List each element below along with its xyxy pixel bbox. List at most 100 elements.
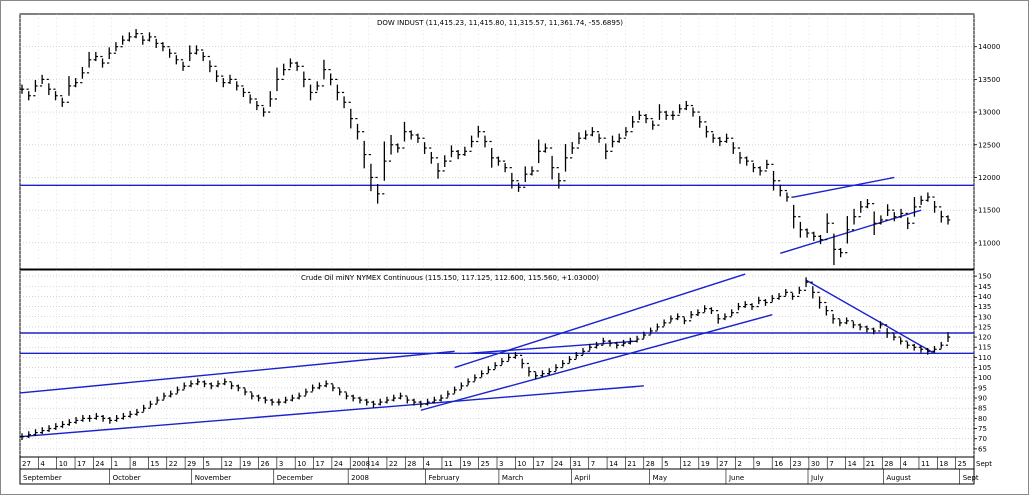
dow-price-bar (489, 140, 494, 168)
x-day-label: 14 (371, 460, 380, 468)
crude-price-bar (269, 398, 275, 406)
dow-price-bar (939, 206, 944, 223)
dow-price-bar (684, 100, 689, 111)
crude-price-bar (884, 324, 890, 338)
dow-price-bar (925, 192, 931, 202)
dow-price-bar (66, 76, 72, 103)
crude-price-bar (729, 309, 734, 318)
crude-price-bar (438, 394, 444, 402)
crude-price-bar (67, 419, 72, 426)
crude-price-bar (594, 341, 599, 349)
x-day-label: 4 (903, 460, 908, 468)
crude-trend-line (420, 314, 773, 411)
dow-trend-line (780, 209, 922, 254)
crude-price-bar (229, 381, 234, 390)
x-month-label: December (277, 474, 313, 482)
x-day-label: 30 (811, 460, 820, 468)
dow-trend-line (793, 176, 895, 198)
crude-price-bar (391, 394, 396, 402)
crude-price-bar (736, 302, 741, 314)
crude-price-bar (371, 400, 376, 408)
x-day-label: 3 (279, 460, 283, 468)
crude-price-bar (925, 347, 930, 355)
dow-price-bar (127, 32, 132, 42)
dow-price-bar (133, 29, 139, 39)
dow-price-bar (321, 59, 327, 87)
crude-price-bar (154, 396, 160, 405)
crude-price-bar (803, 277, 809, 291)
dow-price-bar (496, 156, 501, 166)
crude-price-bar (499, 358, 505, 367)
x-axis-day-labels: 27 4 10 17 24 1 8 15 22 29 5 12 19 26 3 10 17 24 2008 14 22 2… (19, 457, 992, 469)
x-month-label: August (886, 474, 911, 482)
dow-price-bar (757, 166, 763, 176)
dow-price-bar (375, 176, 380, 204)
dow-price-bar (878, 215, 884, 225)
crude-price-bar (675, 313, 680, 321)
dow-price-bar (180, 59, 186, 71)
crude-price-bar (688, 311, 694, 322)
crude-price-bar (249, 391, 255, 400)
x-day-label: 7 (591, 460, 595, 468)
crude-price-bar (878, 321, 883, 332)
dow-price-bar (194, 45, 199, 55)
dow-price-bar (523, 166, 528, 188)
dow-price-bar (402, 121, 407, 149)
dow-price-bar (865, 199, 870, 209)
crude-price-bar (141, 404, 146, 413)
dow-price-bar (382, 141, 387, 195)
dow-y-tick-label: 11500 (978, 207, 1000, 215)
crude-price-bar (303, 388, 309, 397)
dow-price-bar (281, 63, 286, 80)
crude-price-bar (215, 380, 221, 388)
dow-price-bar (335, 78, 340, 101)
dow-y-tick-label: 13500 (978, 76, 1000, 84)
crude-price-bar (851, 320, 856, 329)
x-month-label: May (653, 474, 667, 482)
crude-price-bar (222, 378, 227, 386)
dow-price-bar (482, 131, 488, 148)
crude-price-bar (945, 332, 951, 346)
crude-trend-line (805, 279, 935, 354)
crude-price-bar (384, 396, 390, 404)
crude-price-bar (513, 352, 518, 359)
crude-price-bar (256, 394, 261, 402)
crude-price-bar (776, 293, 782, 300)
x-day-label: 15 (150, 460, 159, 468)
crude-price-bar (519, 354, 525, 369)
dow-price-bar (663, 110, 669, 120)
crude-price-bar (783, 288, 788, 298)
crude-y-tick-label: 110 (978, 354, 991, 362)
dow-price-bar (154, 36, 159, 49)
dow-price-bar (596, 131, 602, 143)
dow-price-bar (590, 127, 595, 137)
crude-price-bar (134, 408, 140, 416)
crude-price-bar (263, 396, 268, 404)
crude-price-bar (722, 313, 728, 321)
dow-price-bar (529, 166, 535, 176)
crude-price-bar (817, 291, 822, 309)
dow-price-bar (516, 180, 521, 192)
crude-price-bar (628, 337, 633, 345)
dow-price-bar (227, 74, 233, 84)
x-day-label: 29 (187, 460, 196, 468)
dow-price-bar (19, 84, 25, 94)
x-day-label: 24 (554, 460, 563, 468)
crude-price-bar (655, 323, 660, 332)
x-day-label: 12 (224, 460, 233, 468)
dow-price-bar (113, 42, 119, 54)
crude-trend-line (468, 340, 638, 355)
dow-price-bar (100, 55, 105, 68)
crude-price-bar (918, 345, 924, 353)
crude-y-tick-label: 65 (978, 445, 987, 453)
dow-price-bar (784, 189, 790, 202)
dow-price-bar (845, 216, 850, 254)
dow-price-bar (408, 130, 414, 140)
dow-price-bar (200, 49, 206, 62)
x-day-label: 4 (40, 460, 45, 468)
crude-price-bar (405, 395, 410, 404)
dow-panel: DOW INDUST (11,415.23, 11,415.80, 11,315… (19, 13, 1000, 270)
crude-y-tick-label: 120 (978, 334, 991, 342)
dow-price-bar (415, 133, 421, 143)
dow-price-bar (442, 155, 447, 172)
